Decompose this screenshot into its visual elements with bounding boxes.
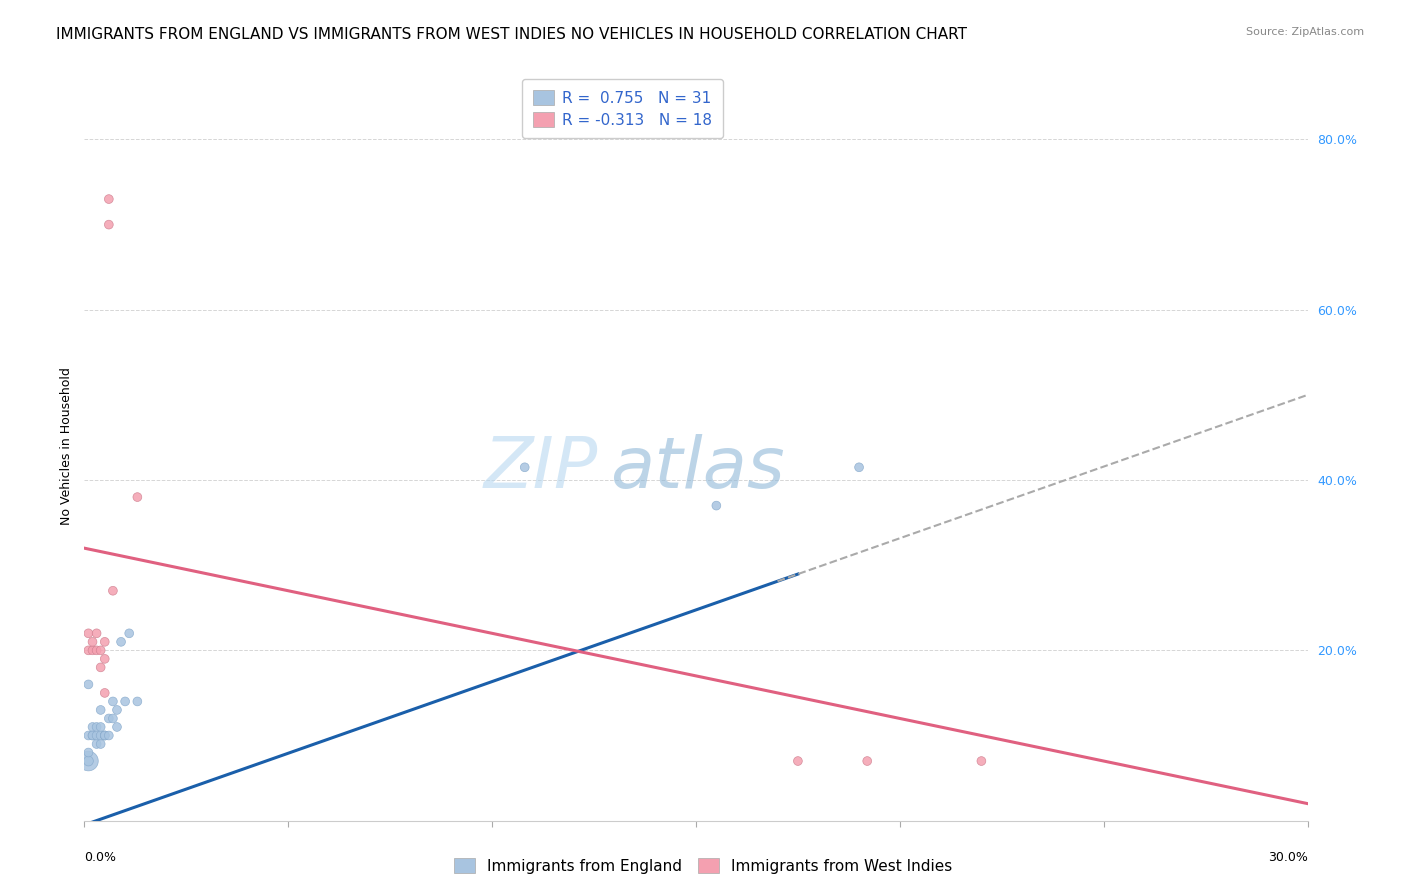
Point [706, 499, 728, 513]
Point [77, 626, 100, 640]
Point [97, 218, 120, 232]
Point [93, 729, 115, 743]
Point [787, 754, 810, 768]
Point [86, 643, 108, 657]
Point [90, 720, 112, 734]
Point [105, 703, 128, 717]
Y-axis label: No Vehicles in Household: No Vehicles in Household [60, 368, 73, 524]
Point [110, 635, 132, 649]
Point [77, 754, 100, 768]
Point [77, 729, 100, 743]
Point [97, 192, 120, 206]
Point [82, 729, 104, 743]
Point [86, 729, 108, 743]
Point [82, 635, 104, 649]
Point [101, 694, 124, 708]
Point [82, 729, 104, 743]
Point [93, 729, 115, 743]
Point [101, 583, 124, 598]
Text: 0.0%: 0.0% [84, 851, 117, 863]
Point [856, 754, 879, 768]
Point [127, 694, 149, 708]
Point [90, 660, 112, 674]
Text: 30.0%: 30.0% [1268, 851, 1308, 863]
Point [97, 729, 120, 743]
Point [86, 737, 108, 751]
Point [77, 746, 100, 760]
Point [90, 737, 112, 751]
Point [93, 635, 115, 649]
Point [86, 626, 108, 640]
Point [118, 626, 141, 640]
Point [970, 754, 993, 768]
Point [90, 703, 112, 717]
Point [86, 720, 108, 734]
Text: Source: ZipAtlas.com: Source: ZipAtlas.com [1246, 27, 1364, 37]
Point [127, 490, 149, 504]
Point [114, 694, 136, 708]
Text: ZIP: ZIP [484, 434, 598, 503]
Point [82, 720, 104, 734]
Point [101, 711, 124, 725]
Point [93, 729, 115, 743]
Legend: R =  0.755   N = 31, R = -0.313   N = 18: R = 0.755 N = 31, R = -0.313 N = 18 [523, 79, 723, 138]
Point [77, 643, 100, 657]
Point [90, 643, 112, 657]
Point [97, 711, 120, 725]
Point [93, 686, 115, 700]
Point [82, 643, 104, 657]
Point [105, 720, 128, 734]
Legend: Immigrants from England, Immigrants from West Indies: Immigrants from England, Immigrants from… [447, 852, 959, 880]
Text: atlas: atlas [610, 434, 785, 503]
Point [848, 460, 870, 475]
Point [77, 754, 100, 768]
Text: IMMIGRANTS FROM ENGLAND VS IMMIGRANTS FROM WEST INDIES NO VEHICLES IN HOUSEHOLD : IMMIGRANTS FROM ENGLAND VS IMMIGRANTS FR… [56, 27, 967, 42]
Point [77, 677, 100, 691]
Point [93, 652, 115, 666]
Point [513, 460, 536, 475]
Point [90, 729, 112, 743]
